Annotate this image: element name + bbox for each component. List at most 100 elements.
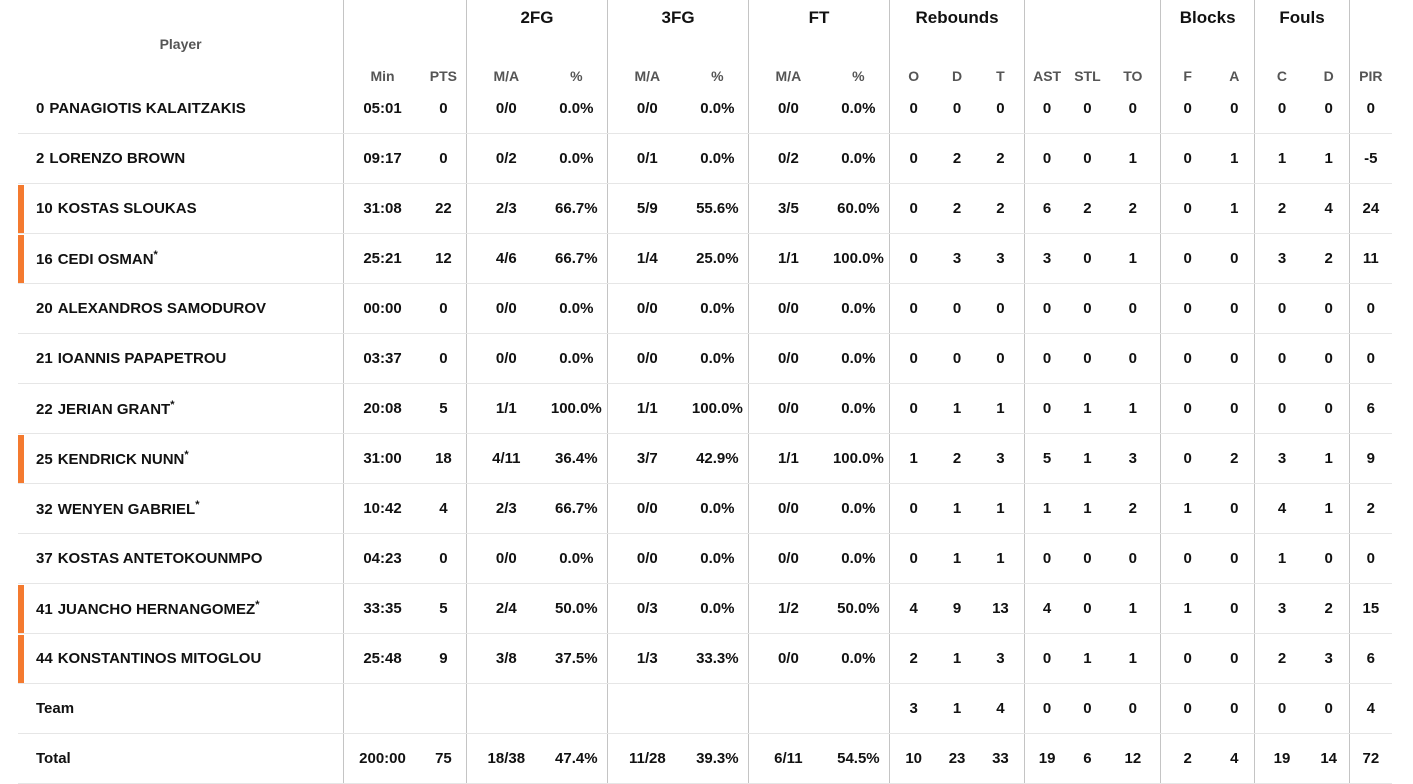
column-header-2fg-ma[interactable]: M/A xyxy=(465,36,546,84)
player-cell: 0 PANAGIOTIS KALAITZAKIS xyxy=(18,84,344,134)
cell-reb-t: 1 xyxy=(976,383,1025,434)
cell-3fg-ma: 0/0 xyxy=(607,483,687,534)
column-header-3fg-ma[interactable]: M/A xyxy=(607,36,687,84)
player-row[interactable]: 32 WENYEN GABRIEL* 10:42 4 2/3 66.7% 0/0 0.0% 0/… xyxy=(18,483,1392,534)
column-header-reb-d[interactable]: D xyxy=(951,68,963,84)
column-header-ast[interactable]: AST xyxy=(1024,36,1070,84)
column-header-pts[interactable]: PTS xyxy=(429,68,458,84)
star-marker: * xyxy=(170,399,175,411)
column-header-player[interactable]: Player xyxy=(159,36,202,52)
player-row[interactable]: 25 KENDRICK NUNN* 31:00 18 4/11 36.4% 3/7 42.9%… xyxy=(18,433,1392,484)
player-last-name[interactable]: GRANT xyxy=(116,401,171,418)
cell-3fg-ma: 5/9 xyxy=(607,183,687,234)
cell-ft-ma: 0/0 xyxy=(748,333,828,384)
column-header-3fg-pct[interactable]: % xyxy=(711,68,724,84)
column-header-foul-c[interactable]: C xyxy=(1254,36,1309,84)
player-last-name[interactable]: KALAITZAKIS xyxy=(145,100,246,117)
player-row[interactable]: 37 KOSTAS ANTETOKOUNMPO 04:23 0 0/0 0.0% 0/0 0.… xyxy=(18,533,1392,584)
player-first-name: JUANCHO xyxy=(57,601,132,618)
cell-reb-o: 1 xyxy=(889,433,938,484)
column-header-blk-a[interactable]: A xyxy=(1229,68,1240,84)
player-number: 16 xyxy=(36,251,53,268)
cell-ft-ma: 0/0 xyxy=(748,483,828,534)
cell-2fg-pct: 0.0% xyxy=(545,333,608,384)
star-marker: * xyxy=(184,449,189,461)
player-last-name[interactable]: SLOUKAS xyxy=(123,200,197,217)
player-row[interactable]: 0 PANAGIOTIS KALAITZAKIS 05:01 0 0/0 0.0% 0/0 0… xyxy=(18,84,1392,134)
player-last-name[interactable]: MITOGLOU xyxy=(180,650,262,667)
cell-ft-pct: 0.0% xyxy=(827,333,890,384)
cell-pir: -5 xyxy=(1348,133,1392,184)
column-header-min[interactable]: Min xyxy=(343,36,421,84)
cell-ft-ma xyxy=(748,683,828,734)
player-row[interactable]: 10 KOSTAS SLOUKAS 31:08 22 2/3 66.7% 5/9 55.6% 3… xyxy=(18,183,1392,234)
column-header-reb-t[interactable]: T xyxy=(996,68,1005,84)
player-last-name[interactable]: PAPAPETROU xyxy=(124,350,227,367)
cell-3fg-ma: 0/0 xyxy=(607,283,687,334)
cell-ft-ma: 6/11 xyxy=(748,733,828,784)
cell-reb-o: 10 xyxy=(889,733,938,784)
player-last-name[interactable]: BROWN xyxy=(126,150,186,167)
cell-ast: 3 xyxy=(1024,233,1070,284)
column-header-blk-f[interactable]: F xyxy=(1159,36,1215,84)
cell-to: 0 xyxy=(1105,533,1161,584)
cell-2fg-pct: 36.4% xyxy=(545,433,608,484)
cell-blk-a: 0 xyxy=(1214,333,1255,384)
player-last-name[interactable]: NUNN xyxy=(141,451,185,468)
cell-3fg-ma: 1/1 xyxy=(607,383,687,434)
cell-ft-pct: 60.0% xyxy=(827,183,890,234)
player-row[interactable]: 21 IOANNIS PAPAPETROU 03:37 0 0/0 0.0% 0/0 0.0%… xyxy=(18,333,1392,384)
column-header-reb-o[interactable]: O xyxy=(889,36,938,84)
cell-foul-c: 19 xyxy=(1254,733,1309,784)
cell-2fg-ma: 4/6 xyxy=(465,233,546,284)
cell-reb-d: 2 xyxy=(937,133,977,184)
player-number: 0 xyxy=(36,100,45,117)
cell-min: 33:35 xyxy=(343,583,421,634)
column-header-pir[interactable]: PIR xyxy=(1348,36,1392,84)
player-last-name[interactable]: SAMODUROV xyxy=(166,300,267,317)
player-row[interactable]: 16 CEDI OSMAN* 25:21 12 4/6 66.7% 1/4 25.0% 1/1 1… xyxy=(18,233,1392,284)
cell-3fg-ma: 1/3 xyxy=(607,633,687,684)
player-row[interactable]: 44 KONSTANTINOS MITOGLOU 25:48 9 3/8 37.5% 1/3… xyxy=(18,633,1392,684)
cell-ft-ma: 3/5 xyxy=(748,183,828,234)
player-cell: 32 WENYEN GABRIEL* xyxy=(18,483,344,534)
cell-pts: 5 xyxy=(420,583,467,634)
cell-reb-t: 2 xyxy=(976,183,1025,234)
column-header-foul-d[interactable]: D xyxy=(1323,68,1334,84)
player-row[interactable]: 41 JUANCHO HERNANGOMEZ* 33:35 5 2/4 50.0% 0/3 0… xyxy=(18,583,1392,634)
cell-blk-f: 0 xyxy=(1159,433,1215,484)
player-cell: 10 KOSTAS SLOUKAS xyxy=(18,183,344,234)
cell-ast: 6 xyxy=(1024,183,1070,234)
column-header-2fg-pct[interactable]: % xyxy=(570,68,583,84)
cell-reb-d: 23 xyxy=(937,733,977,784)
starter-marker xyxy=(18,635,24,683)
player-row[interactable]: 20 ALEXANDROS SAMODUROV 00:00 0 0/0 0.0% 0/0 0.… xyxy=(18,283,1392,334)
player-last-name[interactable]: ANTETOKOUNMPO xyxy=(122,550,263,567)
player-row[interactable]: 2 LORENZO BROWN 09:17 0 0/2 0.0% 0/1 0.0% 0/2 0.0… xyxy=(18,133,1392,184)
column-header-to[interactable]: TO xyxy=(1123,68,1143,84)
player-last-name[interactable]: GABRIEL xyxy=(127,501,196,518)
starter-marker xyxy=(18,585,24,633)
cell-ft-pct: 0.0% xyxy=(827,133,890,184)
cell-to: 1 xyxy=(1105,633,1161,684)
player-last-name[interactable]: HERNANGOMEZ xyxy=(136,601,256,618)
column-header-stl[interactable]: STL xyxy=(1074,68,1101,84)
player-row[interactable]: 22 JERIAN GRANT* 20:08 5 1/1 100.0% 1/1 100.0% 0… xyxy=(18,383,1392,434)
cell-blk-f: 0 xyxy=(1159,633,1215,684)
player-first-name: LORENZO xyxy=(49,150,123,167)
cell-reb-o: 4 xyxy=(889,583,938,634)
player-last-name[interactable]: OSMAN xyxy=(97,251,154,268)
star-marker: * xyxy=(153,249,158,261)
cell-blk-a: 1 xyxy=(1214,183,1255,234)
group-header-3fg: 3FG xyxy=(607,0,749,36)
cell-blk-f: 0 xyxy=(1159,133,1215,184)
cell-ft-pct: 100.0% xyxy=(827,433,890,484)
column-header-ft-pct[interactable]: % xyxy=(852,68,865,84)
cell-pir: 0 xyxy=(1348,533,1392,584)
column-header-ft-ma[interactable]: M/A xyxy=(748,36,828,84)
cell-reb-d: 1 xyxy=(937,633,977,684)
cell-2fg-ma: 3/8 xyxy=(465,633,546,684)
cell-foul-d: 3 xyxy=(1308,633,1350,684)
cell-pir: 4 xyxy=(1348,683,1392,734)
cell-ft-ma: 0/0 xyxy=(748,283,828,334)
